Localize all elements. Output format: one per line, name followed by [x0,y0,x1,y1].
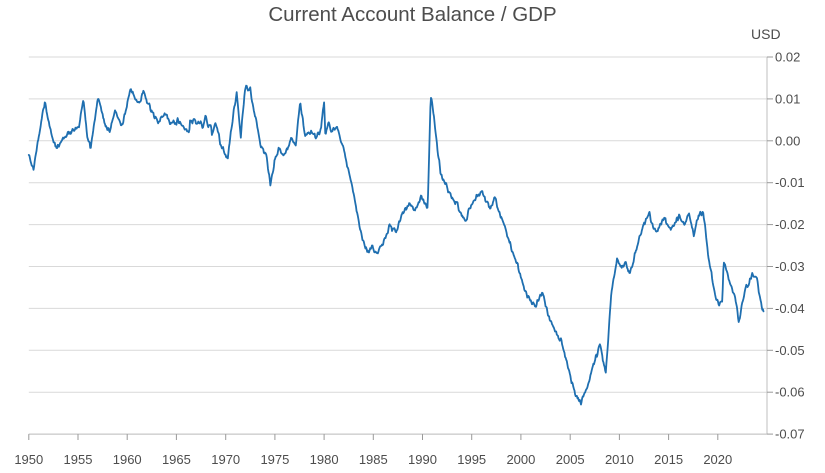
svg-text:1980: 1980 [310,452,339,467]
svg-text:1970: 1970 [211,452,240,467]
svg-text:2005: 2005 [556,452,585,467]
svg-text:1985: 1985 [359,452,388,467]
svg-text:-0.05: -0.05 [775,343,805,358]
svg-text:-0.04: -0.04 [775,301,805,316]
svg-text:-0.06: -0.06 [775,385,805,400]
svg-text:-0.03: -0.03 [775,259,805,274]
svg-text:1965: 1965 [162,452,191,467]
svg-text:1995: 1995 [457,452,486,467]
svg-text:0.00: 0.00 [775,133,800,148]
svg-text:-0.07: -0.07 [775,427,805,442]
svg-text:1955: 1955 [64,452,93,467]
svg-text:1960: 1960 [113,452,142,467]
svg-text:1975: 1975 [260,452,289,467]
svg-text:-0.02: -0.02 [775,217,805,232]
svg-text:2010: 2010 [605,452,634,467]
svg-text:2020: 2020 [703,452,732,467]
svg-text:2000: 2000 [506,452,535,467]
svg-text:0.02: 0.02 [775,50,800,65]
svg-text:1950: 1950 [14,452,43,467]
svg-text:2015: 2015 [654,452,683,467]
svg-text:-0.01: -0.01 [775,175,805,190]
svg-text:1990: 1990 [408,452,437,467]
svg-text:0.01: 0.01 [775,91,800,106]
